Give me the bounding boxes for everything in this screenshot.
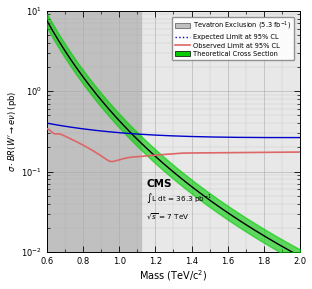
Text: CMS: CMS bbox=[146, 179, 172, 189]
Text: $\sqrt{s}$ = 7 TeV: $\sqrt{s}$ = 7 TeV bbox=[146, 212, 190, 221]
Text: $\int$L dt = 36.3 pb$^{-1}$: $\int$L dt = 36.3 pb$^{-1}$ bbox=[146, 191, 213, 205]
Bar bbox=[47, 11, 141, 252]
X-axis label: Mass (TeV/c$^2$): Mass (TeV/c$^2$) bbox=[139, 269, 208, 284]
Legend: Tevatron Exclusion (5.3 fb$^{-1}$), Expected Limit at 95% CL, Observed Limit at : Tevatron Exclusion (5.3 fb$^{-1}$), Expe… bbox=[172, 16, 294, 60]
Y-axis label: $\sigma \cdot BR(W^\prime \rightarrow e\nu)$ (pb): $\sigma \cdot BR(W^\prime \rightarrow e\… bbox=[6, 91, 18, 172]
